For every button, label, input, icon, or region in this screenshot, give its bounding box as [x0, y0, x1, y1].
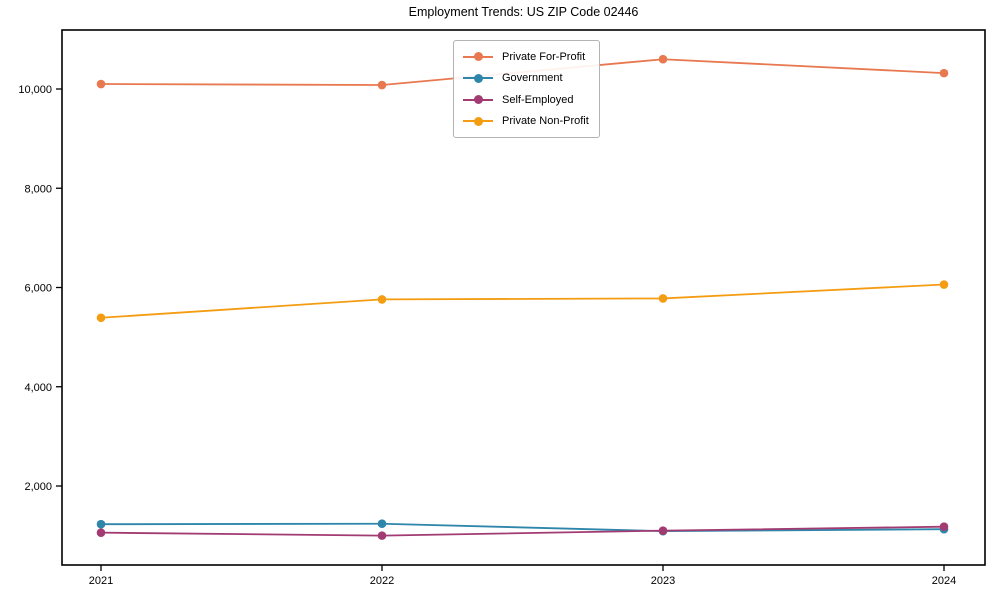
legend-label: Private For-Profit	[502, 50, 586, 63]
data-point	[658, 54, 668, 64]
series-line	[100, 525, 945, 537]
data-point	[96, 313, 106, 323]
legend-label: Self-Employed	[502, 93, 574, 106]
data-point	[377, 295, 387, 304]
legend-entry: Private For-Profit	[463, 46, 589, 68]
chart-title: Employment Trends: US ZIP Code 02446	[408, 5, 639, 19]
legend-label: Government	[502, 72, 563, 85]
data-point	[96, 519, 106, 529]
legend-marker-icon	[463, 73, 493, 83]
y-tick-label: 6,000	[24, 283, 52, 295]
legend-marker-icon	[463, 116, 493, 126]
x-tick-label: 2022	[370, 575, 394, 587]
x-tick-label: 2024	[932, 575, 956, 587]
series-line	[100, 522, 945, 533]
y-tick-label: 2,000	[24, 481, 52, 493]
data-point	[939, 280, 949, 289]
data-point	[377, 80, 387, 90]
legend-label: Private Non-Profit	[502, 115, 589, 128]
series-line	[100, 283, 945, 319]
data-point	[96, 79, 106, 89]
legend: Private For-Profit Government Self-Employe…	[453, 40, 600, 138]
y-tick-label: 4,000	[24, 382, 52, 394]
data-point	[939, 522, 949, 531]
data-point	[658, 294, 668, 303]
data-point	[377, 519, 387, 529]
y-tick-label: 8,000	[24, 183, 52, 195]
data-point	[658, 526, 668, 535]
legend-entry: Self-Employed	[463, 89, 589, 111]
data-point	[96, 528, 106, 537]
legend-entry: Government	[463, 68, 589, 90]
y-tick-label: 10,000	[18, 84, 52, 96]
legend-marker-icon	[463, 95, 493, 105]
legend-marker-icon	[463, 52, 493, 62]
x-tick-label: 2021	[89, 575, 113, 587]
data-point	[939, 68, 949, 78]
legend-entry: Private Non-Profit	[463, 111, 589, 133]
data-point	[377, 531, 387, 540]
axes-box	[61, 29, 986, 566]
x-tick-label: 2023	[651, 575, 675, 587]
